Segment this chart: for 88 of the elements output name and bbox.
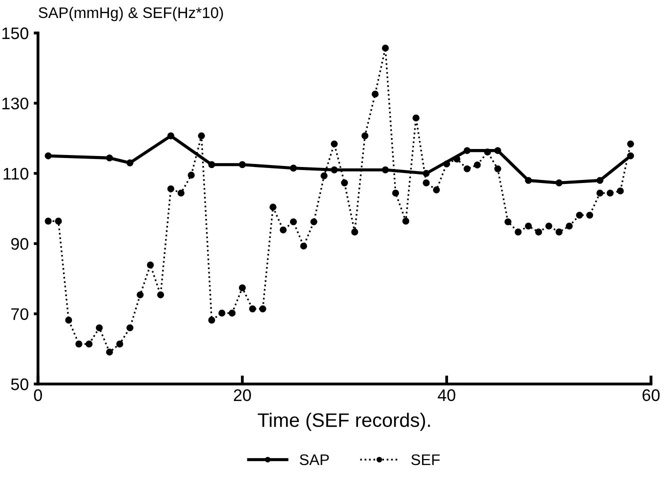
point [524,222,532,230]
point [443,160,450,168]
point [351,228,358,236]
point [596,176,604,184]
x-axis-title: Time (SEF records). [258,412,430,431]
point [126,324,134,332]
point [422,179,430,186]
point [616,187,624,194]
point [238,284,246,292]
point [157,291,164,298]
x-tick-label: 0 [34,389,42,402]
point [116,340,124,348]
point [330,166,338,174]
point [484,148,492,156]
y-tick-label: 90 [11,238,28,250]
point [432,186,440,194]
y-tick-label: 130 [2,98,28,110]
point [535,228,542,236]
point [392,190,400,197]
point [464,147,471,154]
point [402,218,410,225]
point [86,340,93,348]
x-tick-label: 20 [234,389,251,402]
legend-label: SEF [411,454,440,466]
point [494,147,502,154]
point [474,162,481,168]
point [606,190,614,197]
point [178,190,185,197]
point [270,204,276,211]
point [524,176,532,184]
point [464,165,471,172]
point [198,132,205,140]
point [545,222,552,230]
point [75,340,82,348]
point [586,212,594,219]
point [106,154,113,162]
y-tick-label: 110 [4,168,28,180]
point [228,310,236,317]
point [106,348,113,356]
point [453,156,460,162]
point [249,305,256,312]
point [290,218,297,226]
point [218,310,226,317]
x-tick-label: 60 [642,389,660,402]
point [566,222,573,230]
point [422,170,430,177]
point [54,218,62,225]
point [300,242,308,250]
point [136,291,144,298]
point [504,218,512,226]
point [290,164,297,172]
point [514,228,522,236]
point [320,172,328,180]
point [167,185,174,192]
y-tick-label: 50 [11,378,28,390]
point [167,132,174,140]
point [382,166,389,174]
y-tick-label: 70 [11,308,28,320]
point [65,316,72,324]
legend-label: SAP [300,454,329,466]
point [382,44,389,52]
point [556,179,563,186]
point [361,132,368,140]
point [44,152,52,160]
point [126,159,134,166]
point [280,226,287,234]
point [576,212,583,219]
point [412,114,420,122]
point [330,140,338,148]
point [208,161,216,168]
point [556,228,563,236]
point [310,218,318,226]
point [627,140,634,148]
point [238,161,246,168]
y-tick-label: 150 [2,27,28,40]
point [341,179,348,186]
point [372,90,379,98]
point [44,218,52,225]
y-axis-title: SAP(mmHg) & SEF(Hz*10) [38,6,223,22]
x-tick-label: 40 [438,389,456,402]
point [208,316,216,324]
point [494,165,502,172]
point [96,324,103,332]
point [627,152,634,160]
point [146,262,154,268]
point [259,305,266,312]
point [188,172,195,179]
point [596,190,604,197]
